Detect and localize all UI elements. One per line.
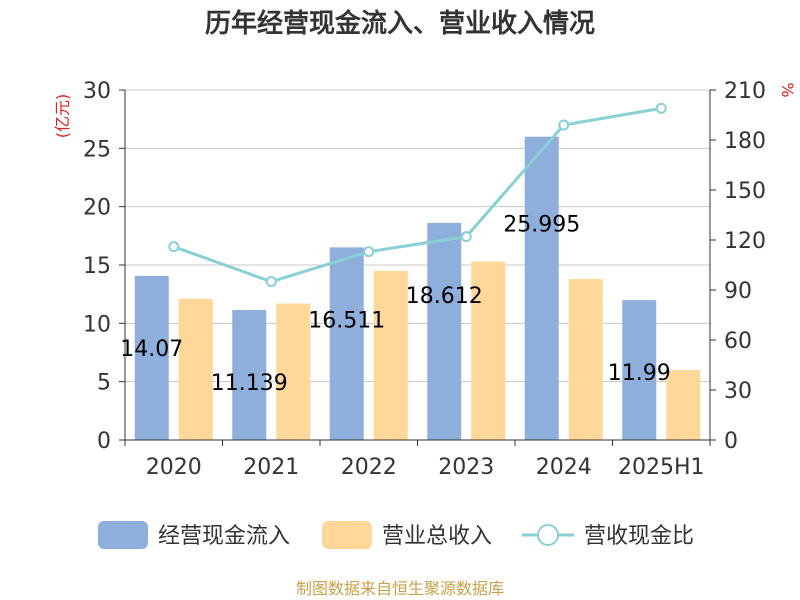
x-tick-label: 2021 xyxy=(243,455,299,480)
bar xyxy=(276,303,311,440)
left-tick-label: 5 xyxy=(97,371,111,396)
line-point xyxy=(363,246,375,258)
data-label: 18.612 xyxy=(406,284,483,309)
source-note: 制图数据来自恒生聚源数据库 xyxy=(296,579,504,598)
line-series xyxy=(168,102,667,288)
chart-title: 历年经营现金流入、营业收入情况 xyxy=(205,8,595,39)
right-tick-label: 90 xyxy=(724,279,752,304)
left-tick-label: 30 xyxy=(83,79,111,104)
right-tick-label: 180 xyxy=(724,129,766,154)
data-label: 11.99 xyxy=(608,361,671,386)
line-point xyxy=(460,231,472,243)
right-tick-label: 0 xyxy=(724,429,738,454)
line-point xyxy=(655,102,667,114)
right-tick-label: 150 xyxy=(724,179,766,204)
left-tick-label: 15 xyxy=(83,254,111,279)
legend-swatch xyxy=(98,521,148,549)
legend-label: 营收现金比 xyxy=(584,524,694,549)
bar xyxy=(134,275,169,440)
left-tick-label: 20 xyxy=(83,196,111,221)
x-tick-label: 2024 xyxy=(536,455,592,480)
right-tick-label: 30 xyxy=(724,379,752,404)
line-point xyxy=(265,276,277,288)
x-tick-label: 2023 xyxy=(438,455,494,480)
series-line xyxy=(173,106,662,284)
legend-marker xyxy=(537,524,559,546)
bar xyxy=(666,370,701,440)
left-tick-label: 0 xyxy=(97,429,111,454)
bar xyxy=(471,261,506,440)
x-tick-label: 2020 xyxy=(146,455,202,480)
line-point xyxy=(558,119,570,131)
bar-series xyxy=(134,136,701,440)
right-tick-label: 60 xyxy=(724,329,752,354)
left-tick-label: 25 xyxy=(83,137,111,162)
bar xyxy=(178,298,213,440)
bar xyxy=(568,279,603,440)
bar xyxy=(232,310,267,440)
legend-swatch xyxy=(322,521,372,549)
left-axis-unit: (亿元) xyxy=(53,94,72,139)
legend: 经营现金流入 营业总收入 营收现金比 xyxy=(98,521,694,549)
data-label: 14.07 xyxy=(120,337,183,362)
data-labels: 14.07 11.139 16.511 18.612 25.995 11.99 xyxy=(120,213,670,396)
bar xyxy=(622,300,657,440)
right-axis: 0 30 60 90 120 150 180 210 xyxy=(709,79,766,454)
bar xyxy=(329,247,364,440)
right-tick-label: 120 xyxy=(724,229,766,254)
x-tick-label: 2022 xyxy=(341,455,397,480)
left-axis: 0 5 10 15 20 25 30 xyxy=(83,79,126,454)
line-point xyxy=(168,241,180,253)
data-label: 11.139 xyxy=(211,371,288,396)
right-axis-unit: % xyxy=(778,82,797,97)
x-tick-label: 2025H1 xyxy=(618,455,705,480)
legend-label: 经营现金流入 xyxy=(158,524,290,549)
left-tick-label: 10 xyxy=(83,312,111,337)
data-label: 25.995 xyxy=(503,213,580,238)
bar xyxy=(373,270,408,440)
bar xyxy=(524,136,559,440)
x-axis: 2020 2021 2022 2023 2024 2025H1 xyxy=(124,439,711,480)
right-tick-label: 210 xyxy=(724,79,766,104)
bar xyxy=(427,222,462,440)
data-label: 16.511 xyxy=(308,308,385,333)
legend-label: 营业总收入 xyxy=(382,524,492,549)
